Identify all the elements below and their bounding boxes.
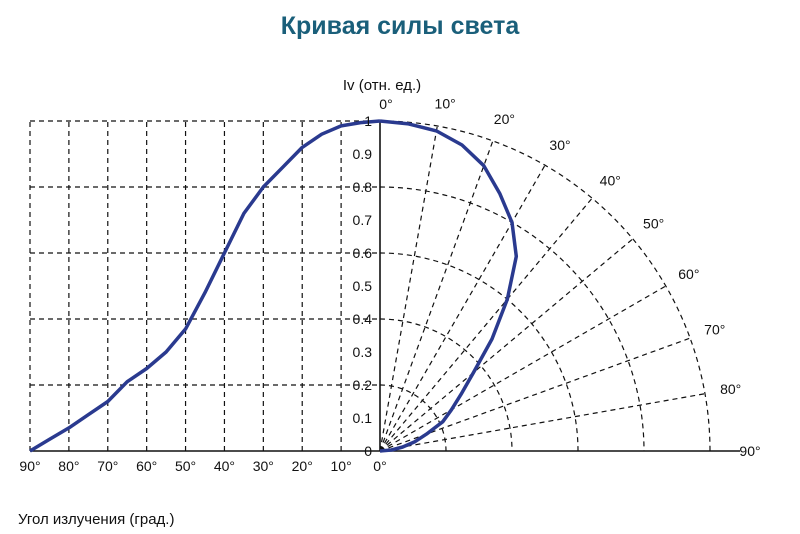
polar-angle-label: 70° [704, 322, 725, 338]
polar-ray [379, 285, 667, 452]
y-tick-label: 0.7 [353, 212, 373, 228]
x-tick-label: 70° [97, 458, 118, 474]
polar-arc [379, 186, 645, 452]
x-tick-label: 60° [136, 458, 157, 474]
y-tick-label: 0.9 [353, 146, 373, 162]
polar-curve [379, 119, 519, 453]
polar-arc [379, 252, 579, 452]
chart-title: Кривая силы света [280, 12, 520, 40]
polar-angle-label: 60° [678, 266, 699, 282]
polar-angle-label: 80° [720, 381, 741, 397]
polar-ray [379, 197, 593, 452]
polar-angle-label: 0° [379, 96, 392, 112]
y-tick-label: 0.5 [353, 278, 373, 294]
polar-layer [379, 120, 711, 452]
polar-angle-label: 90° [739, 443, 760, 459]
x-tick-label: 0° [373, 458, 386, 474]
x-tick-label: 30° [253, 458, 274, 474]
label-layer: 0 0.1 0.2 0.3 0.4 0.5 0.6 0.7 0.8 0.9 1 90° 80° 70° 60… [19, 95, 760, 474]
polar-angle-label: 10° [435, 95, 456, 111]
y-axis-label: Iv (отн. ед.) [343, 77, 421, 94]
y-tick-label: 0.8 [353, 179, 373, 195]
y-tick-label: 0.1 [353, 410, 373, 426]
y-tick-label: 0.2 [353, 377, 373, 393]
y-tick-label: 0 [364, 443, 372, 459]
polar-ray [379, 125, 438, 452]
polar-ray [379, 164, 546, 452]
polar-ray [379, 140, 494, 452]
polar-angle-label: 20° [494, 111, 515, 127]
x-tick-label: 20° [292, 458, 313, 474]
x-tick-label: 80° [58, 458, 79, 474]
y-tick-label: 0.3 [353, 344, 373, 360]
polar-ray [379, 393, 706, 452]
x-tick-label: 90° [19, 458, 40, 474]
polar-arc [379, 384, 447, 452]
x-tick-label: 40° [214, 458, 235, 474]
y-tick-label: 0.6 [353, 245, 373, 261]
polar-ray [379, 238, 634, 452]
curve-layer [29, 119, 519, 453]
cartesian-curve [29, 119, 381, 453]
polar-arc [379, 318, 513, 452]
grid-layer [29, 120, 740, 452]
x-axis-label: Угол излучения (град.) [18, 511, 174, 528]
polar-arc [379, 120, 711, 452]
x-tick-label: 10° [331, 458, 352, 474]
y-tick-label: 1 [364, 113, 372, 129]
polar-angle-label: 40° [600, 172, 621, 188]
x-tick-label: 50° [175, 458, 196, 474]
polar-angle-label: 30° [549, 137, 570, 153]
y-tick-label: 0.4 [353, 311, 373, 327]
polar-angle-label: 50° [643, 216, 664, 232]
